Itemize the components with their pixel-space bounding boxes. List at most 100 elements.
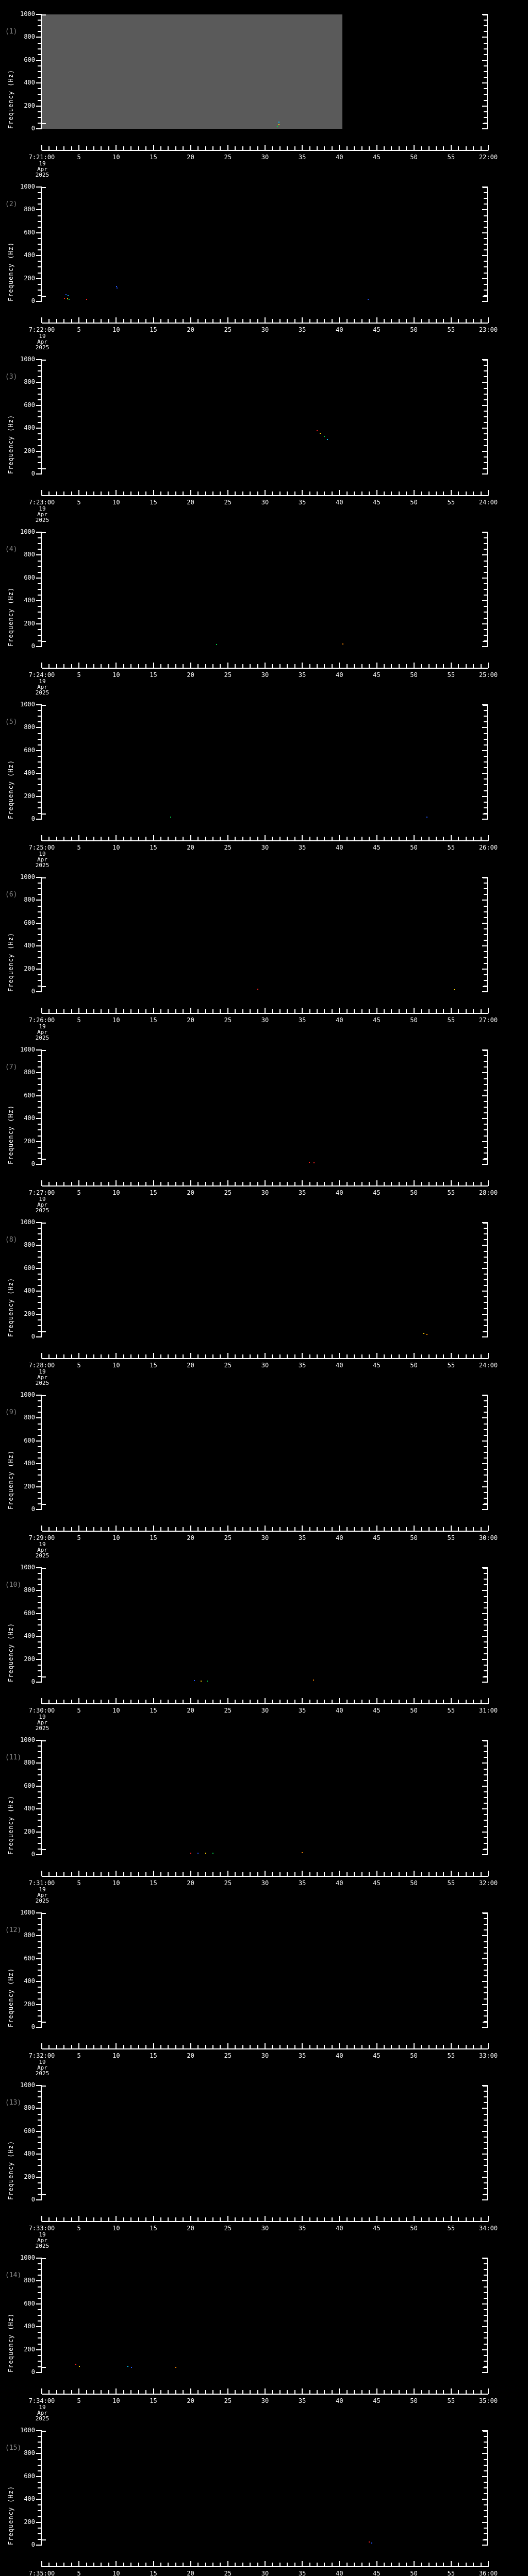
x-axis-tick: [93, 1354, 95, 1359]
date-line: 2025: [35, 1552, 50, 1559]
x-axis-tick: [220, 664, 221, 668]
y-axis-tick: [36, 428, 42, 429]
x-axis-tick: [116, 1180, 117, 1186]
x-axis-tick: [391, 1700, 392, 1704]
x-axis-tick: [48, 2217, 50, 2222]
y-axis-tick-right: [484, 974, 488, 975]
y-axis-tick: [38, 2091, 42, 2092]
y-axis-tick: [36, 1740, 42, 1741]
y-axis-tick: [38, 917, 42, 918]
y-axis-tick-right: [482, 1854, 488, 1855]
date-line: 2025: [35, 1207, 50, 1214]
y-axis-tick: [36, 1935, 42, 1937]
x-axis-tick: [458, 1354, 459, 1359]
x-axis-tick: [190, 1526, 191, 1531]
x-axis-tick-label: 35: [298, 671, 306, 679]
y-axis-tick: [38, 2436, 42, 2437]
x-axis-tick: [175, 2390, 176, 2394]
x-axis-tick: [48, 492, 50, 496]
x-axis-tick: [71, 2045, 72, 2049]
x-axis-tick: [130, 1009, 132, 1013]
x-axis-tick: [317, 146, 318, 150]
y-axis-tick-right: [484, 612, 488, 613]
y-axis-tick-right: [484, 122, 488, 124]
y-axis-tick: [38, 433, 42, 435]
x-axis-tick: [458, 2045, 459, 2049]
x-axis-tick: [145, 1700, 147, 1704]
x-axis-tick: [294, 1872, 295, 1876]
x-axis-date-label: 19 Apr 2025: [19, 1714, 66, 1731]
data-mark: [371, 2542, 373, 2544]
x-axis-tick: [346, 2045, 348, 2049]
x-axis-tick: [168, 664, 169, 668]
y-axis-tick-right: [482, 922, 488, 924]
x-axis-tick: [309, 1354, 310, 1359]
y-axis-tick-right: [484, 20, 488, 21]
x-axis-tick: [317, 2045, 318, 2049]
x-axis-tick: [435, 146, 437, 150]
y-axis-tick-right: [484, 370, 488, 372]
x-axis-tick-label: 45: [373, 499, 381, 506]
x-axis-tick: [257, 2390, 258, 2394]
x-axis-tick: [197, 1872, 199, 1876]
axis-cap: [483, 2086, 488, 2087]
x-axis-tick: [190, 317, 191, 323]
x-axis-tick: [160, 1700, 161, 1704]
y-axis-tick-right: [482, 278, 488, 279]
y-axis-title: Frequency (Hz): [7, 1105, 14, 1164]
x-axis-tick: [413, 2388, 415, 2394]
y-axis-tick: [36, 1440, 42, 1442]
x-axis-tick: [287, 1527, 288, 1531]
y-axis-tick: [38, 928, 42, 929]
x-axis-tick: [346, 664, 348, 668]
x-axis-tick: [197, 664, 199, 668]
x-axis-tick-label: 50: [410, 671, 418, 679]
y-axis-tick-label: 200: [24, 2000, 35, 2008]
x-axis-tick: [317, 1872, 318, 1876]
y-axis-tick-label: 600: [24, 401, 35, 409]
x-axis-tick: [383, 1354, 385, 1359]
y-axis-tick-label: 800: [24, 1931, 35, 1939]
y-axis-tick-label: 1000: [20, 528, 35, 535]
x-axis-tick: [458, 2217, 459, 2222]
y-axis-tick-right: [484, 2021, 488, 2022]
x-axis-tick: [428, 1009, 430, 1013]
y-axis-tick: [36, 991, 42, 992]
y-axis-tick-right: [484, 2119, 488, 2121]
panel-index-label: (3): [5, 373, 18, 381]
x-axis-tick: [473, 837, 474, 841]
x-axis-tick: [317, 2390, 318, 2394]
x-axis-tick: [220, 492, 221, 496]
y-axis-tick: [38, 48, 42, 49]
x-axis-tick: [242, 1182, 243, 1186]
x-axis-tick: [391, 319, 392, 323]
x-axis-tick: [130, 2045, 132, 2049]
x-axis-tick: [413, 1353, 415, 1359]
axis-cap: [483, 1504, 488, 1505]
y-axis-tick: [38, 1279, 42, 1280]
x-axis-tick-label: 25: [224, 499, 232, 506]
y-axis-tick: [38, 2470, 42, 2471]
y-axis-tick-right: [484, 2366, 488, 2367]
y-axis-tick: [38, 1152, 42, 1154]
x-axis-tick: [443, 1872, 444, 1876]
x-axis-tick: [383, 1700, 385, 1704]
x-axis-tick: [123, 319, 124, 323]
y-axis-tick: [36, 750, 42, 751]
x-axis-tick-label: 20: [187, 1707, 194, 1714]
y-axis-tick: [38, 1400, 42, 1402]
x-axis-tick: [265, 2388, 266, 2394]
y-axis-tick-right: [484, 2297, 488, 2299]
y-axis-tick: [38, 1630, 42, 1632]
x-axis-tick: [279, 492, 280, 496]
x-axis-tick: [101, 1700, 102, 1704]
y-axis-tick-right: [484, 272, 488, 274]
x-axis-tick: [406, 146, 407, 150]
x-axis-tick-label: 25: [224, 2052, 232, 2059]
y-axis-tick-right: [482, 187, 488, 188]
x-axis-tick: [302, 1353, 303, 1359]
x-axis-tick: [212, 1009, 213, 1013]
y-axis-tick-right: [484, 1842, 488, 1844]
x-axis-tick: [383, 2045, 385, 2049]
y-axis-tick-label: 800: [24, 2277, 35, 2284]
